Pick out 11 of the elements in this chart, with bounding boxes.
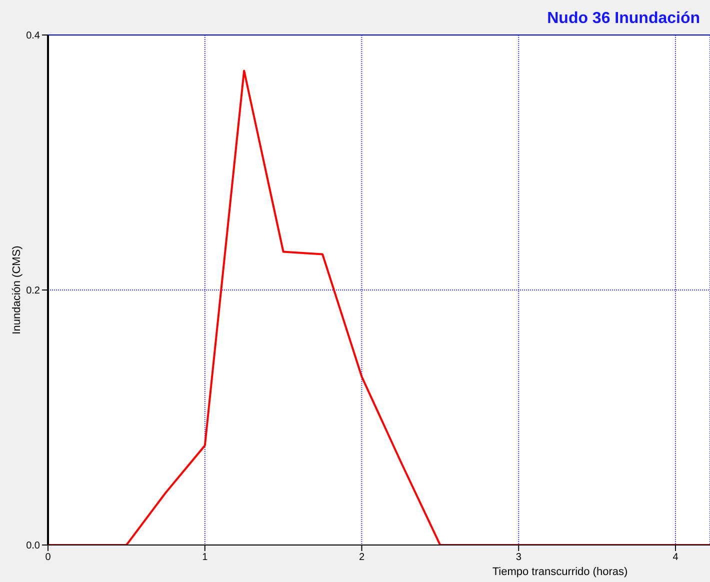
x-tick-label: 1 bbox=[202, 552, 208, 564]
y-axis-title: Inundación (CMS) bbox=[11, 246, 23, 334]
x-axis-title: Tiempo transcurrido (horas) bbox=[491, 566, 629, 578]
x-tick-label: 3 bbox=[516, 552, 522, 564]
x-tick-label: 2 bbox=[358, 552, 365, 564]
x-tick-label: 4 bbox=[672, 552, 679, 564]
chart-title: Nudo 36 Inundación bbox=[546, 10, 700, 28]
x-tick-label: 0 bbox=[45, 552, 52, 564]
y-tick-label: 0.4 bbox=[26, 30, 40, 42]
y-tick-label: 0.0 bbox=[26, 540, 40, 552]
y-tick-label: 0.2 bbox=[26, 286, 40, 297]
